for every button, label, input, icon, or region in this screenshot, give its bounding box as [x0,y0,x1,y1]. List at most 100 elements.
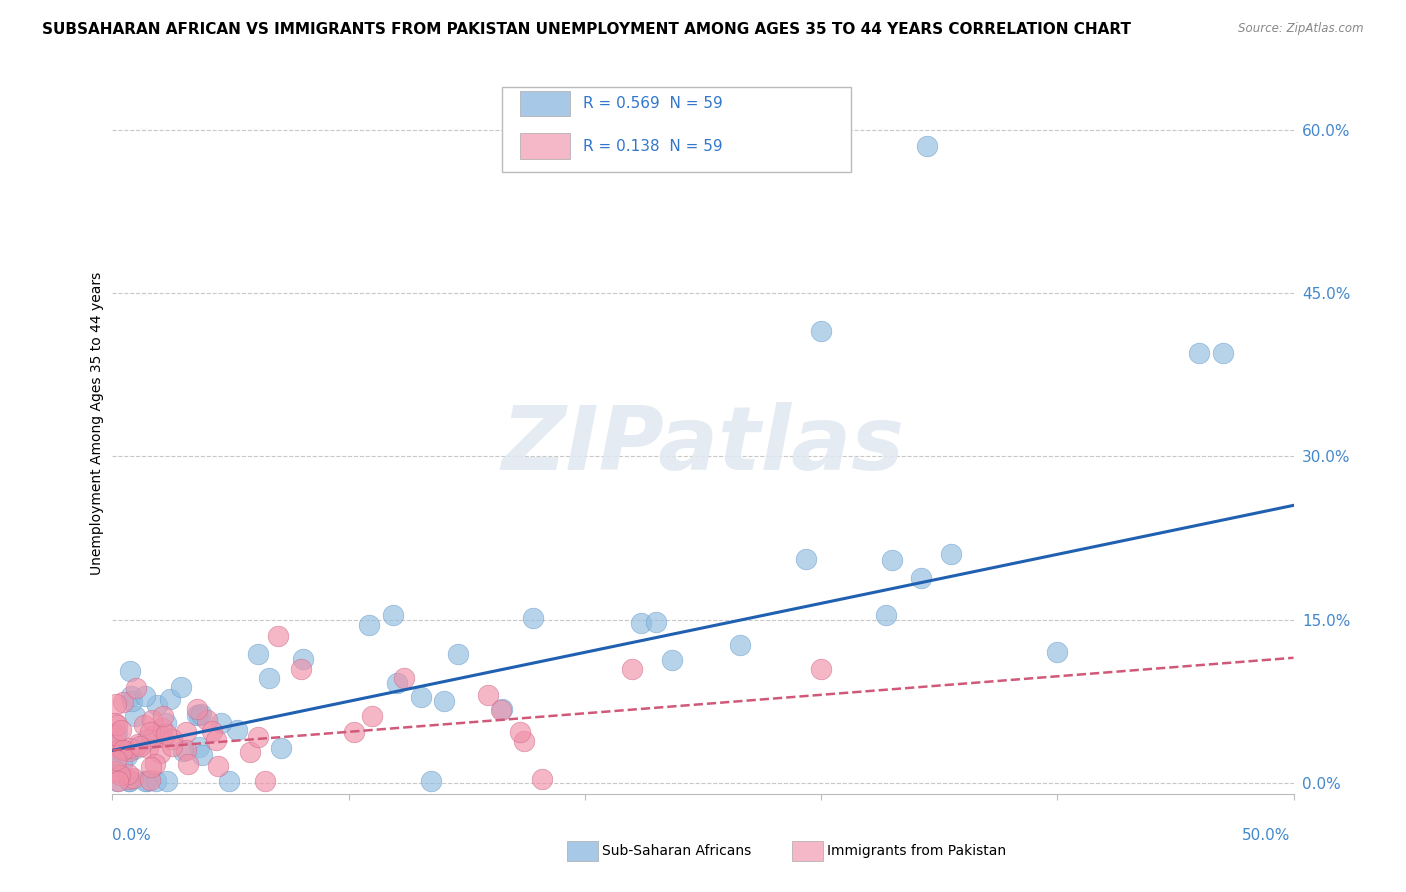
Point [170,680,193,694]
Point [917,139,939,153]
Point [432,693,454,707]
Point [409,690,432,705]
Point [218,773,240,788]
Point [120,689,142,703]
Point [118,772,141,786]
Point [810,324,832,338]
Point [152,708,174,723]
Point [105,726,128,740]
Point [290,662,312,676]
Point [104,715,127,730]
Point [135,731,157,746]
Point [661,653,683,667]
Point [138,725,160,739]
Text: SUBSAHARAN AFRICAN VS IMMIGRANTS FROM PAKISTAN UNEMPLOYMENT AMONG AGES 35 TO 44 : SUBSAHARAN AFRICAN VS IMMIGRANTS FROM PA… [42,22,1132,37]
Point [385,676,408,690]
Point [621,662,644,676]
Point [174,743,197,757]
Point [117,773,139,788]
Point [910,571,932,585]
Point [134,689,156,703]
Point [127,737,149,751]
Point [121,694,143,708]
Point [122,771,145,785]
Point [156,773,179,788]
Point [134,773,156,788]
Point [174,724,197,739]
Text: 50.0%: 50.0% [1243,828,1291,843]
Point [145,757,167,772]
Point [117,773,139,788]
Point [188,708,211,723]
Point [810,662,832,676]
Point [162,732,184,747]
Point [361,708,384,723]
Point [1212,346,1234,360]
Point [136,741,159,756]
Point [254,773,277,788]
Point [111,756,134,770]
Point [115,749,138,764]
Point [522,611,544,625]
Point [531,772,554,786]
Point [796,552,818,566]
Point [209,716,232,731]
Point [162,739,184,753]
Point [139,772,162,787]
Point [392,672,415,686]
Point [343,725,366,739]
Point [118,744,141,758]
Text: ZIPatlas: ZIPatlas [502,402,904,490]
Point [291,652,314,666]
Point [207,759,229,773]
Point [108,768,131,782]
Point [420,773,443,788]
Point [104,737,127,751]
Point [477,688,499,702]
Point [146,698,169,712]
Point [1188,346,1211,360]
Point [1046,645,1069,659]
Point [145,773,167,788]
Point [191,748,214,763]
Point [104,727,127,741]
Point [172,744,194,758]
Y-axis label: Unemployment Among Ages 35 to 44 years: Unemployment Among Ages 35 to 44 years [90,272,104,575]
Point [644,615,666,629]
Point [110,723,132,737]
Point [225,723,247,738]
Point [447,647,470,661]
Point [104,697,127,711]
Point [267,629,290,643]
Point [190,707,212,722]
Text: 0.0%: 0.0% [112,828,152,843]
Point [187,740,209,755]
Point [141,760,163,774]
FancyBboxPatch shape [520,134,569,159]
Point [141,713,163,727]
Point [135,773,157,788]
Point [186,702,208,716]
Point [107,773,129,788]
Point [491,702,513,716]
Point [105,718,128,732]
Point [200,724,222,739]
Point [512,734,534,748]
Point [489,703,512,717]
Point [257,671,280,685]
Point [122,742,145,756]
Point [509,725,531,739]
Point [246,730,269,744]
Point [205,733,228,747]
Point [875,608,897,623]
Point [124,708,146,723]
Point [105,773,128,788]
FancyBboxPatch shape [502,87,851,172]
Point [104,764,127,778]
Text: R = 0.138  N = 59: R = 0.138 N = 59 [582,138,723,153]
Point [125,681,148,695]
Point [270,741,292,756]
Text: Sub-Saharan Africans: Sub-Saharan Africans [602,844,751,858]
Point [118,741,141,756]
Text: Immigrants from Pakistan: Immigrants from Pakistan [827,844,1005,858]
